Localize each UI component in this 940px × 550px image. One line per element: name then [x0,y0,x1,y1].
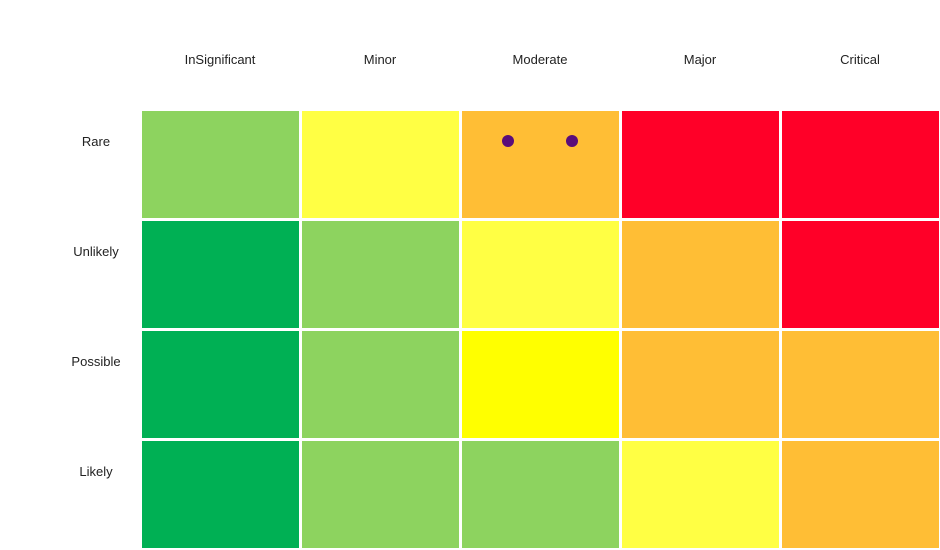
cell-likely-moderate [462,441,619,548]
cell-rare-minor [302,111,459,218]
cell-rare-major [622,111,779,218]
data-point-1[interactable] [502,135,514,147]
row-label-likely: Likely [79,464,113,479]
column-label-critical: Critical [840,52,880,67]
cell-possible-critical [782,331,939,438]
cell-unlikely-insignificant [142,221,299,328]
cell-possible-insignificant [142,331,299,438]
cell-likely-critical [782,441,939,548]
cell-likely-minor [302,441,459,548]
column-label-moderate: Moderate [512,52,568,67]
row-label-possible: Possible [71,354,121,369]
cell-likely-insignificant [142,441,299,548]
cell-unlikely-critical [782,221,939,328]
cell-likely-major [622,441,779,548]
column-label-insignificant: InSignificant [184,52,256,67]
data-point-2[interactable] [566,135,578,147]
cell-unlikely-minor [302,221,459,328]
cell-rare-insignificant [142,111,299,218]
row-label-unlikely: Unlikely [73,244,119,259]
row-label-rare: Rare [81,134,111,149]
cell-unlikely-moderate [462,221,619,328]
cell-possible-minor [302,331,459,438]
cell-possible-moderate [462,331,619,438]
cell-possible-major [622,331,779,438]
column-label-major: Major [683,52,717,67]
cell-unlikely-major [622,221,779,328]
column-label-minor: Minor [363,52,397,67]
cell-rare-moderate [462,111,619,218]
cell-rare-critical [782,111,939,218]
